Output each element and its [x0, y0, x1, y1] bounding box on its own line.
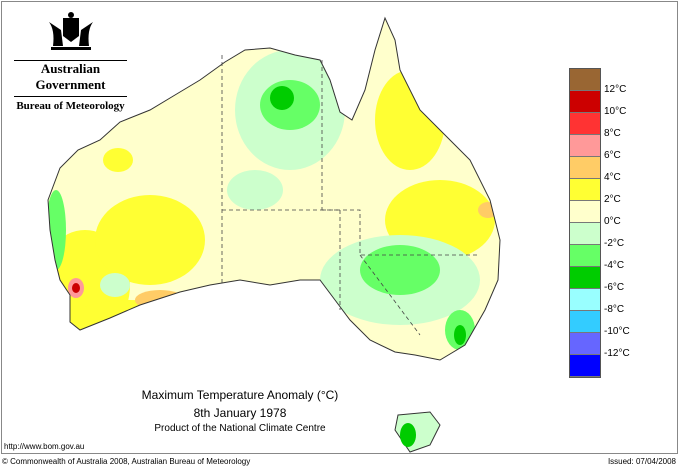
website-link[interactable]: http://www.bom.gov.au [4, 442, 85, 451]
legend-label: 0°C [604, 216, 621, 227]
state-borders [221, 55, 480, 336]
coat-of-arms-icon [48, 12, 93, 50]
map-date: 8th January 1978 [193, 406, 287, 420]
legend-label: 12°C [604, 84, 627, 95]
legend-swatch [570, 113, 600, 135]
legend-label: 10°C [604, 106, 627, 117]
legend-swatch [570, 245, 600, 267]
government-name: Australian Government [35, 61, 106, 92]
color-legend [569, 68, 601, 378]
legend-swatch [570, 135, 600, 157]
legend-swatch [570, 201, 600, 223]
legend-label: -6°C [604, 282, 625, 293]
legend-swatch [570, 179, 600, 201]
map-product: Product of the National Climate Centre [154, 423, 326, 434]
legend-swatch [570, 289, 600, 311]
bom-logo: Australian Government Bureau of Meteorol… [8, 10, 133, 112]
map-panel [1, 1, 678, 454]
legend-swatch [570, 69, 600, 91]
issued-date: Issued: 07/04/2008 [607, 457, 676, 466]
map-title: Maximum Temperature Anomaly (°C) [141, 388, 339, 402]
legend-swatch [570, 223, 600, 245]
legend-label: 6°C [604, 150, 621, 161]
legend-label: -8°C [604, 304, 625, 315]
legend-label: -2°C [604, 238, 625, 249]
legend-swatch [570, 355, 600, 377]
legend-swatch [570, 157, 600, 179]
legend-label: 4°C [604, 172, 621, 183]
tasmania [394, 411, 441, 453]
legend-swatch [570, 91, 600, 113]
bureau-name: Bureau of Meteorology [16, 100, 125, 112]
legend-label: -4°C [604, 260, 625, 271]
legend-swatch [570, 311, 600, 333]
legend-label: 8°C [604, 128, 621, 139]
legend-label: 2°C [604, 194, 621, 205]
legend-label: -10°C [604, 326, 630, 337]
legend-swatch [570, 267, 600, 289]
legend-swatch [570, 333, 600, 355]
legend-label: -12°C [604, 348, 630, 359]
copyright: © Commonwealth of Australia 2008, Austra… [2, 457, 251, 466]
